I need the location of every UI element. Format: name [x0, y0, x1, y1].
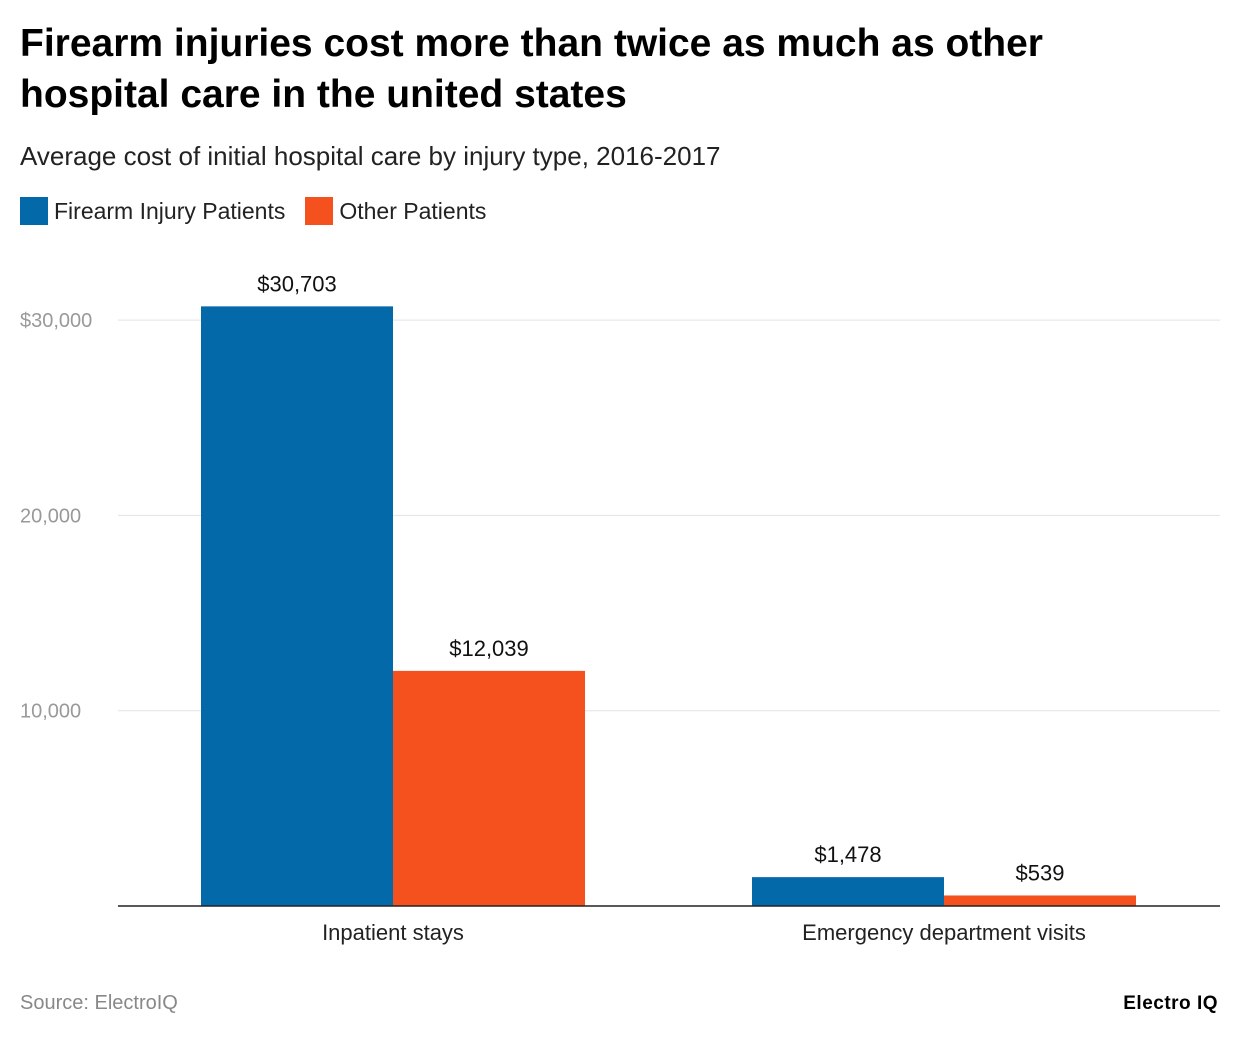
legend-label-other: Other Patients	[339, 197, 487, 224]
x-tick-label: Inpatient stays	[322, 920, 464, 945]
y-tick-label: 10,000	[20, 701, 81, 723]
chart-subtitle: Average cost of initial hospital care by…	[20, 141, 721, 171]
y-tick-label: $30,000	[20, 310, 92, 332]
source-note: Source: ElectroIQ	[20, 992, 178, 1014]
legend-swatch-other	[305, 197, 334, 225]
data-label: $12,039	[449, 636, 529, 661]
legend-label-firearm: Firearm Injury Patients	[54, 197, 286, 224]
legend-item-other: Other Patients	[305, 197, 486, 225]
legend-swatch-firearm	[20, 197, 48, 225]
chart-title: Firearm injuries cost more than twice as…	[20, 22, 1043, 116]
data-label: $1,478	[814, 842, 881, 867]
bar	[944, 895, 1136, 906]
legend: Firearm Injury Patients Other Patients	[20, 197, 506, 225]
x-tick-label: Emergency department visits	[802, 920, 1086, 945]
data-label: $30,703	[257, 271, 337, 296]
bar	[201, 306, 393, 906]
bar	[752, 877, 944, 906]
data-label: $539	[1016, 860, 1065, 885]
legend-item-firearm: Firearm Injury Patients	[20, 197, 285, 225]
y-tick-label: 20,000	[20, 505, 81, 527]
brand-logo: Electro IQ	[1123, 993, 1218, 1014]
bar	[393, 670, 585, 906]
